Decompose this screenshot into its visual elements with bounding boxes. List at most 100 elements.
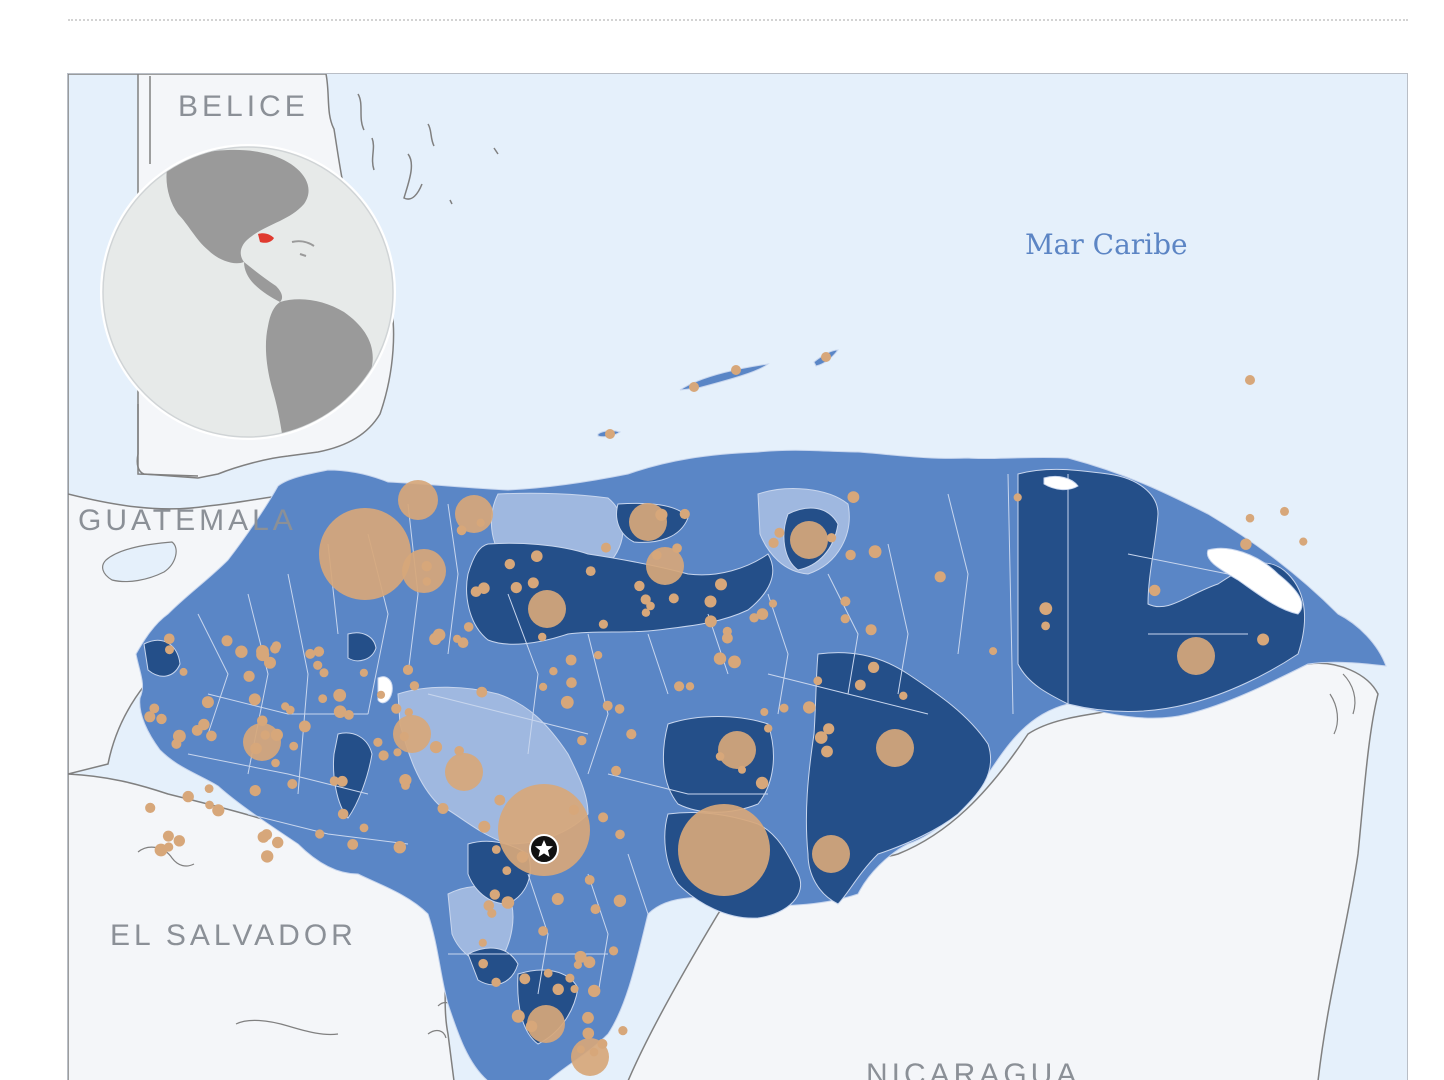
bubble-large[interactable]	[319, 508, 411, 600]
bubble-small[interactable]	[182, 790, 194, 803]
bubble-small[interactable]	[1039, 602, 1053, 615]
bubble-small[interactable]	[164, 633, 175, 645]
bubble-small[interactable]	[672, 543, 682, 553]
bubble-small[interactable]	[646, 601, 655, 611]
honduras-departments[interactable]	[135, 349, 1387, 1080]
bubble-large[interactable]	[790, 521, 828, 559]
bubble-small[interactable]	[318, 694, 328, 703]
bubble-small[interactable]	[531, 550, 543, 562]
bubble-small[interactable]	[243, 670, 255, 682]
bubble-small[interactable]	[270, 643, 280, 654]
bubble-small[interactable]	[287, 779, 298, 789]
bubble-large[interactable]	[393, 715, 431, 753]
bubble-small[interactable]	[1257, 633, 1270, 646]
bubble-small[interactable]	[476, 686, 488, 698]
bubble-small[interactable]	[198, 718, 210, 731]
bubble-large[interactable]	[402, 549, 446, 593]
bubble-small[interactable]	[432, 628, 446, 642]
bubble-small[interactable]	[376, 690, 386, 699]
bubble-small[interactable]	[749, 613, 759, 623]
bubble-small[interactable]	[584, 875, 595, 885]
bubble-large[interactable]	[243, 723, 281, 761]
bubble-small[interactable]	[755, 776, 769, 790]
bubble-small[interactable]	[271, 758, 280, 768]
bubble-small[interactable]	[609, 946, 619, 956]
bubble-small[interactable]	[679, 508, 690, 520]
bubble-small[interactable]	[402, 664, 414, 676]
bubble-small[interactable]	[868, 661, 880, 674]
bubble-small[interactable]	[470, 586, 482, 597]
bubble-large[interactable]	[398, 480, 438, 520]
bubble-small[interactable]	[393, 748, 402, 757]
bubble-small[interactable]	[813, 676, 823, 686]
bubble-small[interactable]	[640, 594, 651, 605]
bubble-small[interactable]	[756, 608, 769, 620]
bubble-small[interactable]	[689, 382, 699, 392]
bay-island-roatan[interactable]	[679, 363, 770, 391]
bubble-small[interactable]	[501, 896, 515, 909]
bubble-small[interactable]	[899, 691, 908, 700]
bubble-small[interactable]	[715, 752, 725, 761]
bubble-small[interactable]	[511, 1009, 525, 1023]
bubble-small[interactable]	[779, 703, 789, 713]
bubble-small[interactable]	[738, 765, 746, 774]
bubble-small[interactable]	[489, 889, 500, 900]
dept-dark-olancho[interactable]	[805, 652, 992, 905]
bubble-small[interactable]	[476, 518, 485, 527]
bubble-small[interactable]	[491, 977, 501, 987]
bubble-small[interactable]	[589, 1047, 599, 1057]
bubble-small[interactable]	[264, 656, 276, 669]
bubble-small[interactable]	[179, 667, 188, 676]
bubble-small[interactable]	[401, 781, 410, 790]
bubble-small[interactable]	[565, 654, 577, 666]
bubble-small[interactable]	[538, 926, 548, 936]
bubble-small[interactable]	[162, 830, 174, 842]
bubble-small[interactable]	[494, 794, 506, 806]
bubble-small[interactable]	[552, 983, 564, 995]
bubble-small[interactable]	[525, 1020, 538, 1033]
bubble-small[interactable]	[478, 938, 487, 947]
bubble-small[interactable]	[634, 580, 645, 592]
dept-dark-gracias-a-dios[interactable]	[1017, 468, 1306, 712]
bubble-small[interactable]	[165, 645, 174, 655]
bubble-large[interactable]	[629, 503, 667, 541]
bubble-small[interactable]	[171, 738, 182, 749]
capital-star-marker-icon[interactable]	[529, 834, 559, 864]
bubble-small[interactable]	[454, 746, 465, 756]
bubble-small[interactable]	[519, 973, 531, 985]
bubble-small[interactable]	[685, 682, 695, 691]
bubble-small[interactable]	[453, 634, 462, 643]
bubble-small[interactable]	[728, 655, 741, 669]
bubble-small[interactable]	[655, 508, 668, 521]
bubble-small[interactable]	[504, 558, 515, 570]
bubble-small[interactable]	[583, 956, 596, 969]
bubble-small[interactable]	[156, 713, 167, 725]
bubble-small[interactable]	[814, 731, 828, 744]
bubble-small[interactable]	[145, 802, 156, 814]
bubble-small[interactable]	[865, 624, 877, 636]
bubble-small[interactable]	[1013, 493, 1022, 502]
bubble-small[interactable]	[333, 705, 347, 718]
bubble-small[interactable]	[378, 750, 389, 761]
bubble-small[interactable]	[257, 715, 268, 727]
bubble-small[interactable]	[347, 839, 359, 850]
bubble-large[interactable]	[528, 590, 566, 628]
honduras-map[interactable]: BELICE GUATEMALA EL SALVADOR NICARAGUA M…	[67, 73, 1408, 1080]
bubble-small[interactable]	[539, 682, 548, 692]
bubble-small[interactable]	[570, 985, 579, 993]
bubble-small[interactable]	[329, 776, 340, 786]
bubble-small[interactable]	[731, 365, 741, 375]
bubble-small[interactable]	[1240, 538, 1252, 550]
bubble-small[interactable]	[260, 730, 270, 740]
bubble-small[interactable]	[270, 728, 283, 742]
bubble-small[interactable]	[373, 737, 383, 747]
bubble-small[interactable]	[281, 702, 290, 711]
bubble-small[interactable]	[313, 646, 325, 657]
bubble-small[interactable]	[840, 614, 850, 624]
bubble-small[interactable]	[845, 549, 856, 561]
bubble-small[interactable]	[483, 900, 495, 911]
population-bubbles[interactable]	[144, 352, 1308, 1076]
bubble-small[interactable]	[248, 693, 261, 706]
bubble-small[interactable]	[298, 720, 311, 733]
bubble-small[interactable]	[868, 545, 882, 559]
